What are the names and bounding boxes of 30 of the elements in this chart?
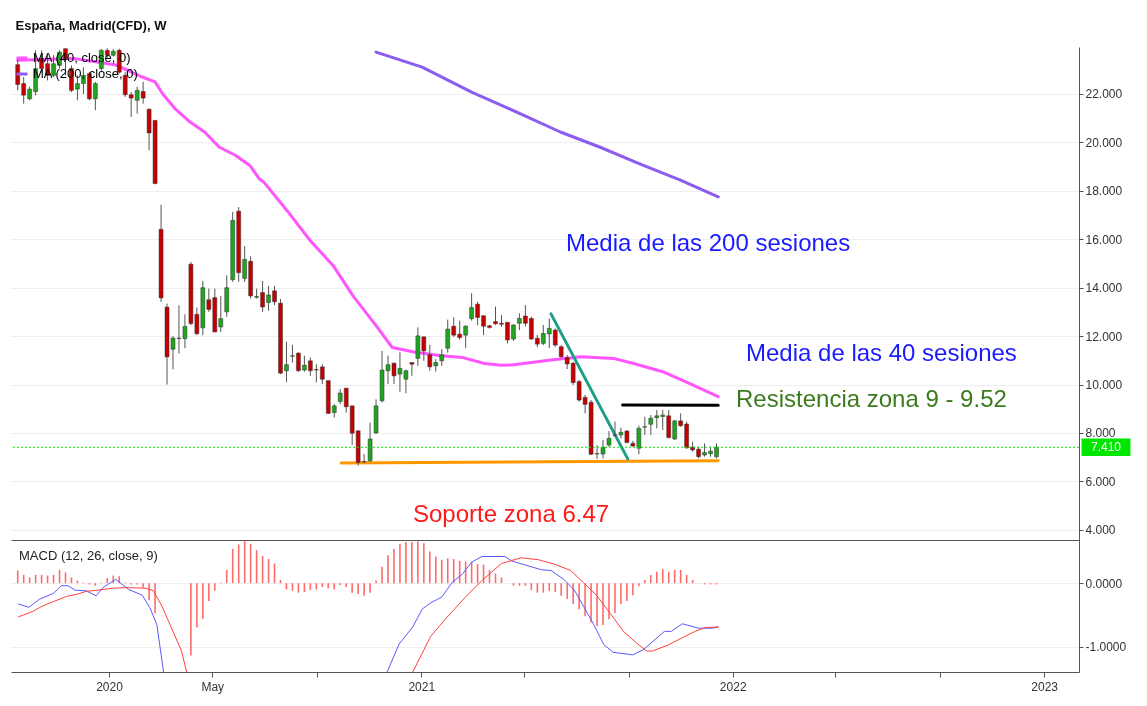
annotation: Resistencia zona 9 - 9.52 (736, 385, 1007, 412)
annotation: Media de las 200 sesiones (566, 229, 851, 256)
y-tick-label: 8.000 (1085, 426, 1116, 441)
text: MACD (12, 26, close, 9) (19, 548, 158, 563)
candlestick (409, 362, 415, 377)
ref-line-label: 7.410 (1090, 440, 1122, 455)
x-tick-label: 2023 (1031, 679, 1059, 694)
y-tick-label: 12.000 (1085, 329, 1123, 344)
annotation: Soporte zona 6.47 (413, 500, 610, 527)
y-tick-label: 22.000 (1085, 87, 1123, 102)
line-series (374, 50, 720, 199)
y-tick-label: 16.000 (1085, 232, 1123, 247)
y-tick-label: 4.000 (1085, 523, 1116, 538)
chart-title: España, Madrid(CFD), W (15, 18, 168, 33)
x-tick-label: 2020 (96, 679, 124, 694)
y-tick-label: 0.0000 (1085, 576, 1123, 591)
y-tick-label: -1.0000 (1085, 640, 1127, 655)
x-tick-label: May (201, 679, 225, 694)
y-tick-label: 6.000 (1085, 474, 1116, 489)
y-tick-label: 20.000 (1085, 135, 1123, 150)
y-tick-label: 14.000 (1085, 281, 1123, 296)
y-tick-label: 18.000 (1085, 184, 1123, 199)
candlestick (642, 416, 648, 436)
candlestick (648, 414, 654, 436)
candlestick (367, 422, 373, 463)
annotation: Media de las 40 sesiones (746, 339, 1017, 366)
x-tick-label: 2022 (719, 679, 747, 694)
x-tick-label: 2021 (408, 679, 436, 694)
y-tick-label: 10.000 (1085, 378, 1123, 393)
candlestick (606, 430, 612, 448)
